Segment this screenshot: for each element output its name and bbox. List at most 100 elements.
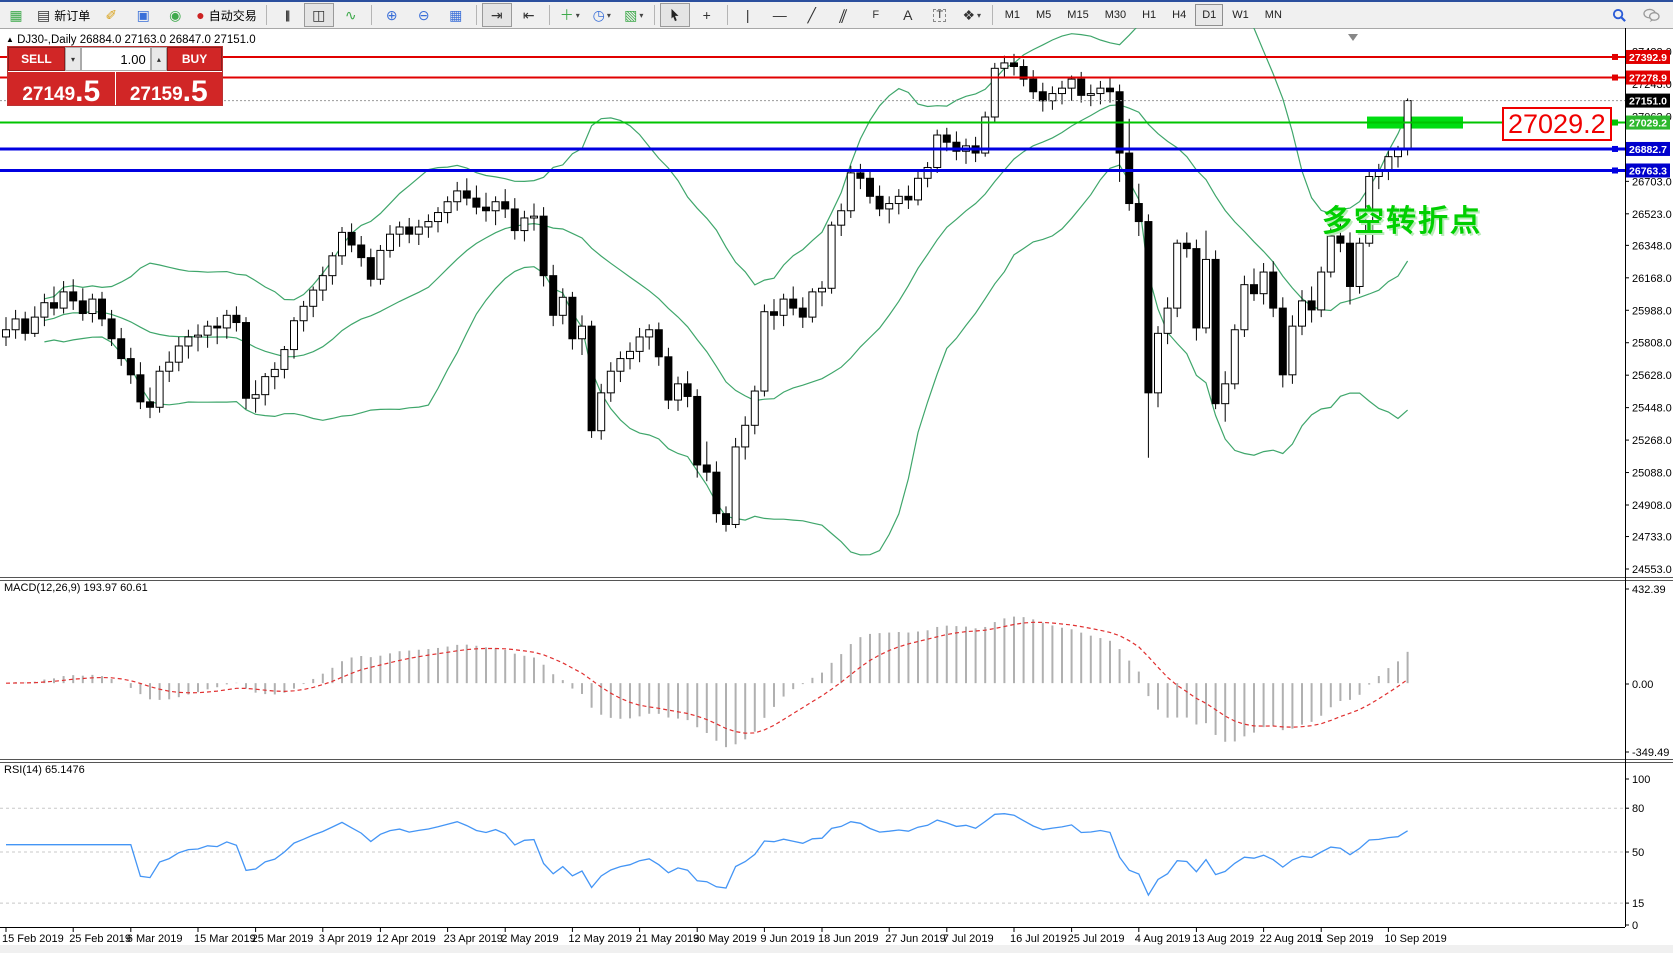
candle-body <box>126 358 135 376</box>
volume-input[interactable]: 1.00 <box>81 47 151 71</box>
candle-body <box>491 201 500 212</box>
separator <box>548 5 550 25</box>
candle-body <box>472 197 481 208</box>
volume-decrease-button[interactable]: ▾ <box>64 47 82 71</box>
date-label: 25 Jul 2019 <box>1068 933 1125 945</box>
candle-body <box>1336 235 1345 244</box>
horizontal-line-icon: — <box>772 7 787 23</box>
clock-icon: ◷ <box>592 7 605 23</box>
chart-canvas[interactable]: 27423.027243.027063.026703.026523.026348… <box>0 28 1673 953</box>
candle-body <box>827 224 836 289</box>
candle-body <box>318 275 327 291</box>
line-chart-button[interactable]: ∿ <box>336 3 366 27</box>
equidistant-channel-tool[interactable]: ∥ <box>829 3 859 27</box>
price-badge <box>1626 141 1670 156</box>
search-icon <box>1612 8 1626 22</box>
templates-dropdown[interactable]: ▧ ▾ <box>619 3 649 27</box>
candle-body <box>338 231 346 257</box>
price-tick-label: 25448.0 <box>1632 403 1672 415</box>
candle-body <box>674 383 682 401</box>
window-icon[interactable]: ▦ <box>1 3 31 27</box>
candle-body <box>78 300 87 315</box>
timeframe-m1[interactable]: M1 <box>1004 9 1021 21</box>
chart-shift-button[interactable]: ⇤ <box>514 3 544 27</box>
candle-body <box>1067 78 1076 89</box>
candle-body <box>261 376 270 396</box>
price-callout-annotation: 27029.2 <box>1502 107 1612 141</box>
candle-body <box>942 134 951 143</box>
bollinger-middle-band <box>44 104 1409 402</box>
candle-body <box>510 208 519 232</box>
volume-increase-button[interactable]: ▴ <box>150 47 168 71</box>
sell-button[interactable]: SELL <box>8 47 65 71</box>
candle-body <box>1154 332 1162 394</box>
periods-dropdown[interactable]: ◷ ▾ <box>587 3 617 27</box>
search-button[interactable] <box>1604 3 1634 27</box>
candle-body <box>146 401 154 408</box>
candle-body <box>923 166 932 179</box>
timeframe-mn[interactable]: MN <box>1264 9 1282 21</box>
candle-body <box>280 349 289 370</box>
candle-body <box>1144 221 1153 394</box>
candle-body <box>856 172 865 179</box>
candle-body <box>414 226 423 235</box>
timeframe-m5[interactable]: M5 <box>1036 9 1052 21</box>
timeframe-h1[interactable]: H1 <box>1142 9 1157 21</box>
candle-body <box>11 318 20 331</box>
new-order-button[interactable]: ▤ 新订单 <box>37 7 91 23</box>
market-watch-icon: ▣ <box>136 7 150 23</box>
market-watch-button[interactable]: ▣ <box>128 3 158 27</box>
arrows-dropdown[interactable]: ❖ ▾ <box>957 3 987 27</box>
tile-windows-button[interactable]: ▦ <box>441 3 471 27</box>
auto-scroll-button[interactable]: ⇥ <box>481 3 512 27</box>
candle-body <box>568 296 577 340</box>
buy-button[interactable]: BUY <box>167 47 223 71</box>
timeframe-m30[interactable]: M30 <box>1104 9 1127 21</box>
zoom-out-button[interactable]: ⊖ <box>409 3 439 27</box>
timeframe-d1[interactable]: D1 <box>1195 4 1224 26</box>
signals-icon: ◉ <box>169 7 182 23</box>
candlestick-chart-button[interactable]: ◫ <box>303 3 334 27</box>
candle-body <box>846 172 855 212</box>
vertical-line-tool[interactable]: | <box>733 3 763 27</box>
zoom-in-button[interactable]: ⊕ <box>377 3 407 27</box>
chart-shift-icon: ⇤ <box>522 7 535 23</box>
chat-button[interactable] <box>1636 3 1666 27</box>
collapse-arrow-icon[interactable]: ▲ <box>6 35 14 44</box>
date-label: 21 May 2019 <box>636 933 700 945</box>
eraser-button[interactable]: ✐ <box>96 3 126 27</box>
candle-body <box>587 325 596 432</box>
timeframe-m15[interactable]: M15 <box>1067 9 1089 21</box>
new-chart-dropdown[interactable]: ＋ ▾ <box>555 3 585 27</box>
date-label: 15 Mar 2019 <box>194 933 256 945</box>
candle-body <box>424 221 433 228</box>
horizontal-line-tool[interactable]: — <box>765 3 795 27</box>
signals-button[interactable]: ◉ <box>160 3 190 27</box>
text-tool[interactable]: A <box>893 3 923 27</box>
candle-body <box>462 190 471 199</box>
crosshair-tool-button[interactable]: + <box>692 3 722 27</box>
date-label: 13 Aug 2019 <box>1192 933 1254 945</box>
price-tick-label: 26523.0 <box>1632 209 1672 221</box>
timeframe-w1[interactable]: W1 <box>1232 9 1249 21</box>
pane-separator <box>0 762 1673 763</box>
rsi-tick-label: 80 <box>1632 803 1644 815</box>
candle-body <box>59 291 68 309</box>
buy-price[interactable]: 27159.5 <box>115 72 222 106</box>
cursor-tool-button[interactable] <box>659 3 690 27</box>
sell-price[interactable]: 27149.5 <box>8 72 115 106</box>
fibonacci-tool[interactable]: F <box>861 3 891 27</box>
candle-body <box>645 329 654 338</box>
candle-body <box>702 464 711 473</box>
candle-body <box>798 307 807 318</box>
autotrading-button[interactable]: ● 自动交易 <box>196 7 257 23</box>
price-badge-label: 27151.0 <box>1629 96 1667 108</box>
bar-chart-button[interactable]: ||| <box>272 3 302 27</box>
trendline-tool[interactable]: ╱ <box>797 3 827 27</box>
rsi-tick-label: 15 <box>1632 898 1644 910</box>
candle-body <box>251 394 260 399</box>
date-label: 12 Apr 2019 <box>376 933 435 945</box>
candle-body <box>770 311 778 316</box>
label-tool[interactable]: T <box>925 3 955 27</box>
timeframe-h4[interactable]: H4 <box>1172 9 1187 21</box>
